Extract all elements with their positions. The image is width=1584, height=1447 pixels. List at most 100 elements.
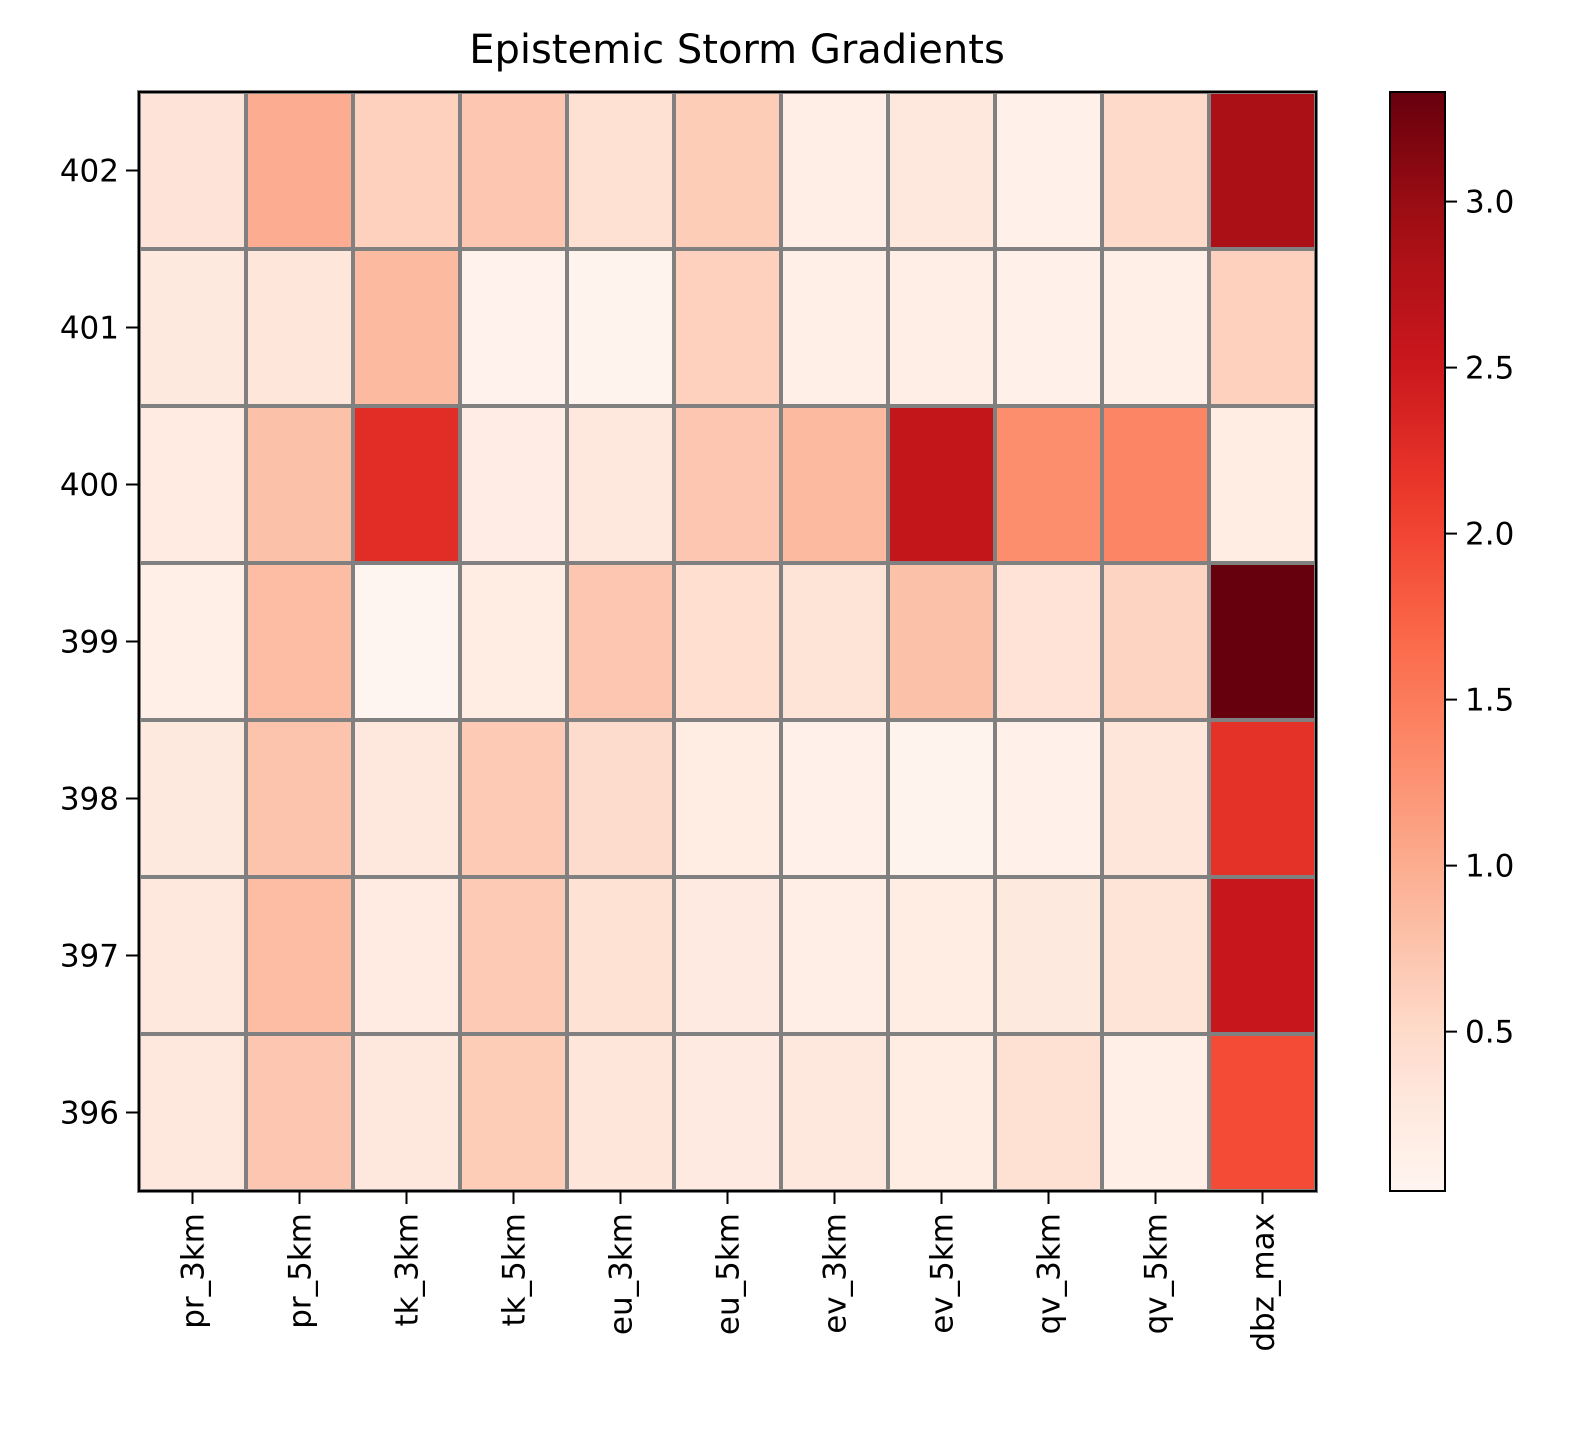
heatmap-cell bbox=[1207, 90, 1318, 251]
heatmap-cell bbox=[1207, 561, 1318, 722]
heatmap-cell bbox=[993, 404, 1104, 565]
y-tick-label: 401 bbox=[60, 311, 119, 347]
heatmap-cell bbox=[565, 404, 676, 565]
y-tick-label: 397 bbox=[60, 939, 119, 975]
heatmap-cell bbox=[458, 90, 569, 251]
heatmap-cell bbox=[672, 561, 783, 722]
heatmap-cell bbox=[1100, 90, 1211, 251]
heatmap-cell bbox=[458, 1032, 569, 1193]
colorbar-tick-label: 0.5 bbox=[1465, 1015, 1514, 1051]
heatmap-cell bbox=[351, 875, 462, 1036]
heatmap-cell bbox=[1207, 875, 1318, 1036]
heatmap-cell bbox=[1207, 718, 1318, 879]
heatmap-cell bbox=[244, 90, 355, 251]
colorbar-bar bbox=[1389, 91, 1446, 1192]
heatmap-cell bbox=[458, 247, 569, 408]
x-tick-label: dbz_max bbox=[1246, 1213, 1282, 1352]
heatmap-cell bbox=[1100, 404, 1211, 565]
heatmap-cell bbox=[1100, 718, 1211, 879]
heatmap-cell bbox=[993, 875, 1104, 1036]
heatmap-cell bbox=[244, 875, 355, 1036]
heatmap-cell bbox=[244, 718, 355, 879]
heatmap-cell bbox=[244, 561, 355, 722]
heatmap-cell bbox=[779, 90, 890, 251]
heatmap-cell bbox=[1207, 404, 1318, 565]
y-tick-label: 398 bbox=[60, 782, 119, 818]
colorbar-tick-label: 1.0 bbox=[1465, 849, 1514, 885]
heatmap-cell bbox=[993, 247, 1104, 408]
heatmap-cell bbox=[137, 875, 248, 1036]
heatmap-cell bbox=[672, 718, 783, 879]
heatmap-cell bbox=[886, 1032, 997, 1193]
heatmap-cell bbox=[993, 90, 1104, 251]
x-tick-label: eu_3km bbox=[604, 1213, 640, 1335]
y-tick-label: 402 bbox=[60, 154, 119, 190]
heatmap-cell bbox=[779, 247, 890, 408]
heatmap-cell bbox=[137, 561, 248, 722]
heatmap-cell bbox=[565, 875, 676, 1036]
y-tick-label: 396 bbox=[60, 1096, 119, 1132]
heatmap-cell bbox=[458, 875, 569, 1036]
heatmap-cell bbox=[672, 875, 783, 1036]
heatmap-cell bbox=[565, 561, 676, 722]
heatmap-cell bbox=[244, 247, 355, 408]
heatmap-cell bbox=[779, 875, 890, 1036]
heatmap-cell bbox=[779, 404, 890, 565]
heatmap-cell bbox=[886, 875, 997, 1036]
x-tick-label: ev_5km bbox=[925, 1213, 961, 1334]
heatmap-cell bbox=[137, 1032, 248, 1193]
x-tick-label: tk_5km bbox=[497, 1213, 533, 1326]
y-tick-label: 400 bbox=[60, 468, 119, 504]
x-tick-label: pr_5km bbox=[283, 1213, 319, 1329]
heatmap-cell bbox=[565, 90, 676, 251]
heatmap-cell bbox=[1100, 561, 1211, 722]
heatmap-cell bbox=[672, 404, 783, 565]
heatmap-cell bbox=[886, 247, 997, 408]
heatmap-cell bbox=[1100, 875, 1211, 1036]
heatmap-cell bbox=[351, 404, 462, 565]
x-tick-label: tk_3km bbox=[390, 1213, 426, 1326]
heatmap-cell bbox=[351, 718, 462, 879]
heatmap-cell bbox=[244, 1032, 355, 1193]
heatmap-cell bbox=[137, 247, 248, 408]
x-tick-label: eu_5km bbox=[711, 1213, 747, 1335]
heatmap-cell bbox=[672, 1032, 783, 1193]
heatmap-cell bbox=[137, 718, 248, 879]
heatmap-cell bbox=[779, 561, 890, 722]
heatmap-cell bbox=[565, 247, 676, 408]
heatmap-cell bbox=[886, 561, 997, 722]
heatmap-cell bbox=[779, 1032, 890, 1193]
colorbar: 0.5 1.0 1.5 2.0 2.5 3.0 bbox=[1389, 91, 1514, 1192]
heatmap-cell bbox=[351, 247, 462, 408]
heatmap-cell bbox=[1100, 247, 1211, 408]
heatmap-cell bbox=[672, 90, 783, 251]
heatmap-cell bbox=[458, 561, 569, 722]
chart-title: Epistemic Storm Gradients bbox=[469, 27, 1005, 73]
y-tick-label: 399 bbox=[60, 625, 119, 661]
colorbar-tick-label: 2.0 bbox=[1465, 517, 1514, 553]
heatmap-cells bbox=[137, 90, 1318, 1193]
heatmap-cell bbox=[886, 90, 997, 251]
heatmap-cell bbox=[458, 404, 569, 565]
heatmap-cell bbox=[886, 718, 997, 879]
heatmap-cell bbox=[993, 561, 1104, 722]
heatmap-cell bbox=[565, 1032, 676, 1193]
x-tick-label: ev_3km bbox=[818, 1213, 854, 1334]
heatmap-cell bbox=[886, 404, 997, 565]
heatmap-cell bbox=[1100, 1032, 1211, 1193]
heatmap-cell bbox=[351, 1032, 462, 1193]
heatmap-cell bbox=[137, 90, 248, 251]
heatmap-cell bbox=[351, 561, 462, 722]
colorbar-tick-label: 2.5 bbox=[1465, 351, 1514, 387]
x-tick-label: qv_5km bbox=[1139, 1213, 1175, 1334]
heatmap-cell bbox=[672, 247, 783, 408]
colorbar-tick-label: 1.5 bbox=[1465, 683, 1514, 719]
colorbar-tick-label: 3.0 bbox=[1465, 185, 1514, 221]
x-tick-label: pr_3km bbox=[176, 1213, 212, 1329]
y-axis: 402 401 400 399 398 397 396 bbox=[60, 154, 139, 1132]
heatmap-cell bbox=[565, 718, 676, 879]
heatmap-cell bbox=[1207, 247, 1318, 408]
heatmap-cell bbox=[993, 718, 1104, 879]
x-tick-label: qv_3km bbox=[1032, 1213, 1068, 1334]
